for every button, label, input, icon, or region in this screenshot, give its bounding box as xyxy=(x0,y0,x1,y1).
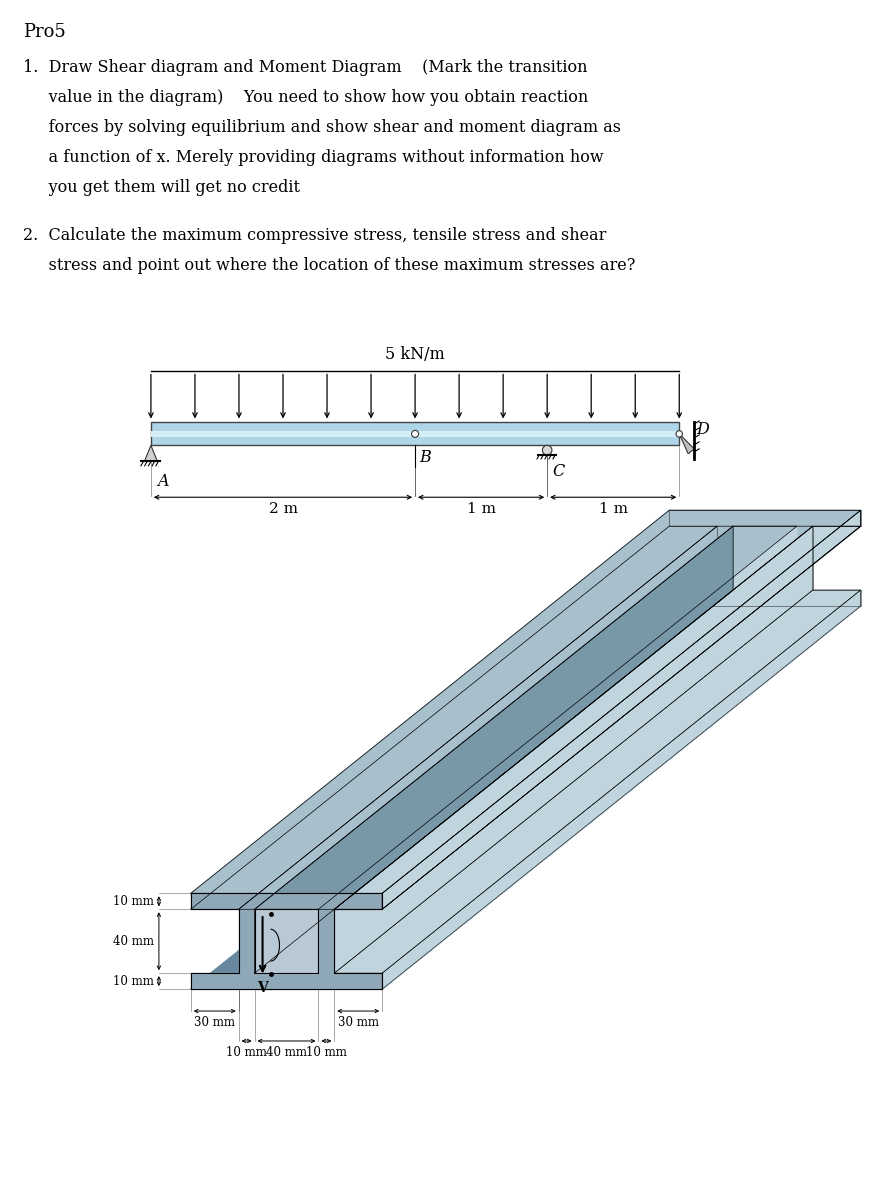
Polygon shape xyxy=(318,526,796,973)
Polygon shape xyxy=(255,526,733,973)
Text: 1.  Draw Shear diagram and Moment Diagram    (Mark the transition: 1. Draw Shear diagram and Moment Diagram… xyxy=(23,59,588,77)
Polygon shape xyxy=(382,510,861,910)
Text: Pro5: Pro5 xyxy=(23,23,66,41)
Text: B: B xyxy=(419,449,431,467)
Text: you get them will get no credit: you get them will get no credit xyxy=(23,179,301,196)
Text: V: V xyxy=(257,982,268,995)
Text: forces by solving equilibrium and show shear and moment diagram as: forces by solving equilibrium and show s… xyxy=(23,119,621,136)
Circle shape xyxy=(543,445,552,455)
Text: 30 mm: 30 mm xyxy=(338,1016,378,1030)
Text: D: D xyxy=(697,421,709,438)
Text: a function of x. Merely providing diagrams without information how: a function of x. Merely providing diagra… xyxy=(23,149,604,166)
Bar xyxy=(151,431,679,437)
Polygon shape xyxy=(191,893,382,989)
Text: value in the diagram)    You need to show how you obtain reaction: value in the diagram) You need to show h… xyxy=(23,89,589,106)
Polygon shape xyxy=(144,445,157,461)
Text: 1 m: 1 m xyxy=(467,503,496,516)
Polygon shape xyxy=(679,434,694,454)
Polygon shape xyxy=(334,526,812,973)
Text: 10 mm: 10 mm xyxy=(226,1046,267,1058)
Polygon shape xyxy=(334,526,861,910)
Circle shape xyxy=(412,431,418,437)
Polygon shape xyxy=(382,590,861,989)
Text: 2.  Calculate the maximum compressive stress, tensile stress and shear: 2. Calculate the maximum compressive str… xyxy=(23,227,606,244)
Text: A: A xyxy=(156,473,168,491)
Text: C: C xyxy=(552,463,564,480)
Polygon shape xyxy=(255,910,318,973)
Polygon shape xyxy=(191,606,861,989)
Text: 30 mm: 30 mm xyxy=(194,1016,235,1030)
Text: 10 mm: 10 mm xyxy=(113,895,154,908)
Bar xyxy=(151,422,679,445)
Text: stress and point out where the location of these maximum stresses are?: stress and point out where the location … xyxy=(23,257,636,274)
Polygon shape xyxy=(382,510,861,910)
Text: 40 mm: 40 mm xyxy=(113,935,154,948)
Text: 2 m: 2 m xyxy=(269,503,298,516)
Polygon shape xyxy=(334,590,861,973)
Text: 10 mm: 10 mm xyxy=(113,974,154,988)
Circle shape xyxy=(676,431,682,437)
Text: 5 kN/m: 5 kN/m xyxy=(385,346,445,362)
Polygon shape xyxy=(255,526,796,910)
Polygon shape xyxy=(334,526,861,910)
Text: 10 mm: 10 mm xyxy=(306,1046,347,1058)
Text: 1 m: 1 m xyxy=(598,503,628,516)
Polygon shape xyxy=(191,510,861,893)
Polygon shape xyxy=(191,526,717,910)
Polygon shape xyxy=(239,526,812,910)
Text: 40 mm: 40 mm xyxy=(266,1046,307,1058)
